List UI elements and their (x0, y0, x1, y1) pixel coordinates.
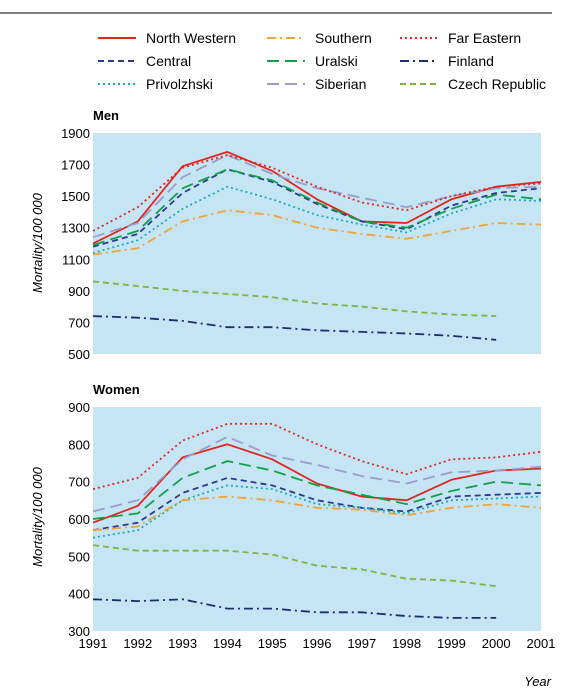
legend-label-czech-republic: Czech Republic (448, 76, 546, 92)
series-line-siberian (92, 154, 542, 239)
y-tick-label: 700 (68, 475, 90, 490)
x-tick-label: 1994 (213, 636, 242, 651)
men-panel: Men Mortality/100 000 500 700 900 1100 1300 150… (30, 108, 542, 362)
women-panel: Women Mortality/100 000 300 400 500 600 700 800… (30, 382, 555, 651)
y-tick-label: 1700 (61, 158, 90, 173)
x-tick-label: 1997 (347, 636, 376, 651)
plot-area (93, 133, 541, 354)
y-tick-label: 1300 (61, 221, 90, 236)
y-tick-label: 800 (68, 437, 90, 452)
series-line-finland (92, 598, 497, 619)
x-tick-label: 2001 (527, 636, 556, 651)
y-tick-label: 900 (68, 400, 90, 415)
x-tick-label: 1996 (303, 636, 332, 651)
x-tick-label: 1995 (258, 636, 287, 651)
y-axis-label: Mortality/100 000 (30, 192, 45, 292)
series-line-uralski (92, 460, 542, 520)
series-line-czech-republic (92, 280, 497, 317)
series-line-central (92, 476, 542, 532)
y-tick-label: 900 (68, 284, 90, 299)
series-line-privolzhski (92, 185, 542, 254)
y-tick-label: 1500 (61, 189, 90, 204)
x-tick-label: 1999 (437, 636, 466, 651)
legend: North Western Central Privolzhski Southern U… (98, 30, 546, 92)
legend-label-privolzhski: Privolzhski (146, 76, 213, 92)
x-tick-label: 1993 (168, 636, 197, 651)
series-line-czech-republic (92, 544, 497, 588)
y-tick-label: 700 (68, 315, 90, 330)
series-line-central (92, 168, 542, 248)
y-tick-label: 600 (68, 512, 90, 527)
series-line-privolzhski (92, 484, 542, 539)
y-axis-label: Mortality/100 000 (30, 466, 45, 566)
y-tick-label: 1100 (62, 252, 90, 267)
series-line-southern (92, 495, 542, 532)
series-line-far-eastern (92, 154, 542, 232)
y-tick-label: 400 (68, 587, 90, 602)
y-tick-label: 500 (68, 347, 90, 362)
x-axis-label: Year (524, 674, 551, 689)
legend-label-southern: Southern (315, 30, 372, 46)
legend-label-siberian: Siberian (315, 76, 366, 92)
legend-label-central: Central (146, 53, 191, 69)
x-tick-label: 1992 (123, 636, 152, 651)
series-line-north-western (92, 150, 542, 245)
panel-title: Women (93, 382, 140, 397)
series-line-uralski (92, 168, 542, 246)
legend-label-finland: Finland (448, 53, 494, 69)
series-line-siberian (92, 435, 542, 513)
legend-label-far-eastern: Far Eastern (448, 30, 521, 46)
series-line-north-western (92, 443, 542, 524)
legend-label-uralski: Uralski (315, 53, 358, 69)
panel-title: Men (93, 108, 119, 123)
x-tick-label: 1998 (392, 636, 421, 651)
y-tick-label: 300 (68, 624, 90, 639)
series-line-southern (92, 209, 542, 256)
legend-label-north-western: North Western (146, 30, 236, 46)
plot-area (93, 407, 541, 631)
y-tick-label: 1900 (61, 126, 90, 141)
series-line-finland (92, 315, 497, 341)
x-tick-label: 2000 (482, 636, 511, 651)
y-tick-label: 500 (68, 549, 90, 564)
series-line-far-eastern (92, 422, 542, 490)
x-tick-label: 1991 (79, 636, 108, 651)
